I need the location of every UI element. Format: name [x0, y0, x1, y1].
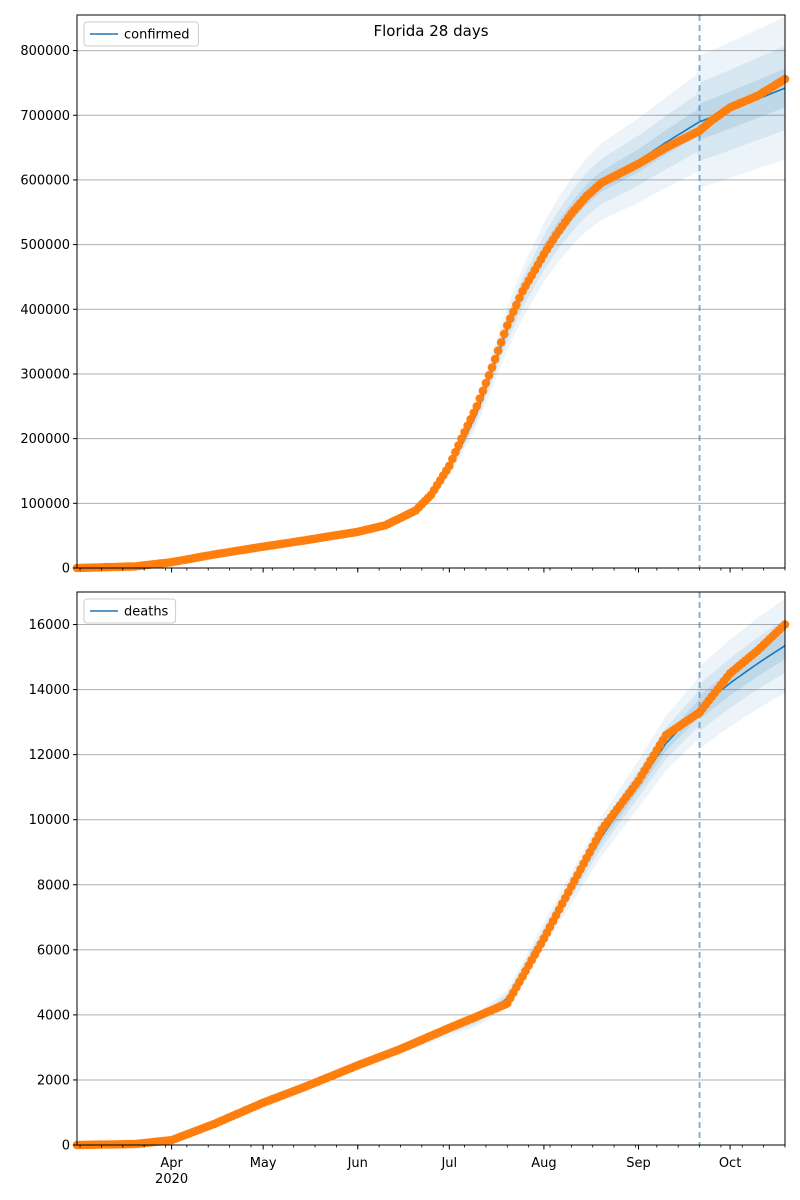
legend-label: confirmed — [124, 28, 190, 43]
observed-point — [460, 427, 469, 437]
observed-point — [484, 371, 494, 380]
observed-point — [506, 314, 515, 323]
deaths-axes-frame — [76, 591, 786, 1146]
observed-point — [515, 293, 524, 303]
x-tick-label: Apr — [160, 1156, 183, 1171]
y-tick-label: 8000 — [37, 878, 70, 893]
x-tick-label: Jun — [347, 1156, 368, 1171]
observed-point — [487, 363, 497, 372]
axes-frame — [76, 14, 786, 569]
y-tick-label: 700000 — [20, 109, 70, 124]
observed-point — [457, 434, 466, 443]
y-tick-label: 16000 — [29, 618, 70, 633]
y-tick-label: 200000 — [20, 432, 70, 447]
x-tick-label: May — [250, 1156, 277, 1171]
legend-box — [83, 21, 199, 47]
y-tick-label: 2000 — [37, 1073, 70, 1088]
confirmed-axes-frame — [76, 14, 786, 569]
observed-point — [509, 307, 518, 317]
confirmed-legend: confirmed — [83, 21, 199, 47]
deaths-y-grid — [77, 624, 785, 1146]
observed-point — [496, 338, 506, 347]
y-tick-label: 300000 — [20, 367, 70, 382]
legend-box — [83, 598, 177, 624]
confirmed-subplot: Florida 28 days 0 100000 200000 300000 40000… — [20, 14, 790, 577]
deaths-observed-points — [72, 620, 790, 1150]
axes-frame — [76, 591, 786, 1146]
y-tick-label: 0 — [62, 562, 70, 577]
legend-label: deaths — [124, 605, 169, 620]
observed-point — [463, 421, 472, 431]
observed-point — [493, 346, 503, 356]
x-tick-label: Oct — [719, 1156, 741, 1171]
y-tick-label: 12000 — [29, 748, 70, 763]
observed-point — [472, 402, 482, 411]
y-tick-label: 100000 — [20, 497, 70, 512]
observed-point — [478, 386, 488, 396]
observed-point — [475, 394, 485, 403]
x-tick-sublabel: 2020 — [155, 1172, 188, 1187]
y-tick-label: 400000 — [20, 303, 70, 318]
deaths-subplot: 0 2000 4000 6000 8000 10000 12000 14000 16000 Ap… — [29, 591, 790, 1187]
y-tick-label: 10000 — [29, 813, 70, 828]
y-tick-label: 4000 — [37, 1008, 70, 1023]
observed-point — [451, 447, 460, 457]
confirmed-y-axis: 0 100000 200000 300000 400000 500000 600000 700… — [20, 44, 77, 577]
observed-point — [512, 300, 521, 310]
observed-point — [481, 378, 491, 388]
uncertainty-band — [77, 16, 785, 569]
y-tick-label: 14000 — [29, 683, 70, 698]
x-tick-label: Jul — [440, 1156, 457, 1171]
observed-point — [445, 461, 454, 471]
y-tick-label: 0 — [62, 1139, 70, 1154]
deaths-legend: deaths — [83, 598, 177, 624]
y-tick-label: 500000 — [20, 238, 70, 253]
confirmed-observed-points — [72, 74, 790, 573]
observed-point — [490, 354, 500, 364]
observed-point — [466, 414, 476, 424]
y-tick-label: 600000 — [20, 173, 70, 188]
observed-point — [448, 454, 457, 464]
observed-point — [454, 441, 463, 450]
observed-point — [499, 329, 509, 339]
chart-title: Florida 28 days — [373, 22, 488, 40]
deaths-y-axis: 0 2000 4000 6000 8000 10000 12000 14000 16000 — [29, 618, 77, 1154]
y-tick-label: 800000 — [20, 44, 70, 59]
observed-point — [469, 408, 479, 418]
observed-point — [503, 321, 512, 330]
x-tick-label: Sep — [626, 1156, 651, 1171]
y-tick-label: 6000 — [37, 943, 70, 958]
confirmed-x-axis — [79, 568, 786, 573]
x-tick-label: Aug — [531, 1156, 556, 1171]
